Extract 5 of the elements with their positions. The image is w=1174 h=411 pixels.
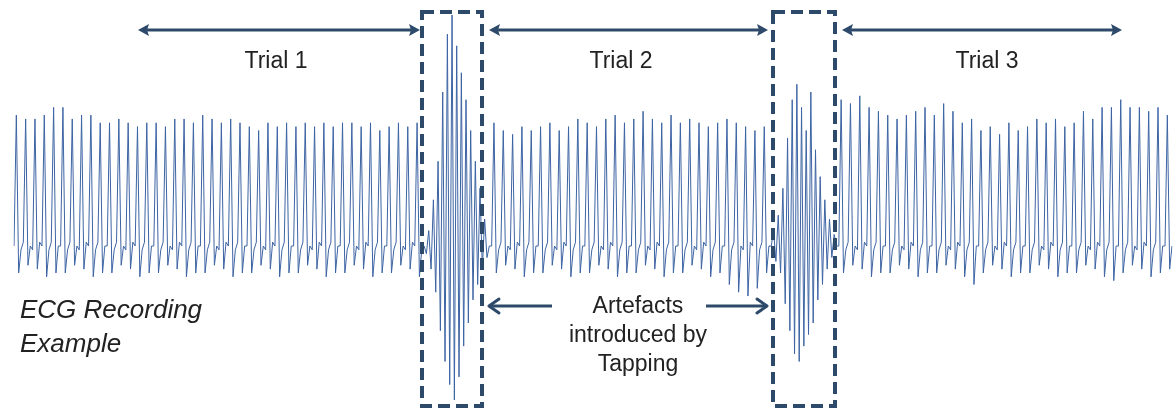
annotation: Artefacts introduced by Tapping [567, 291, 709, 378]
annotation: ECG Recording Example [20, 293, 204, 360]
annotation: Trial 3 [954, 46, 1020, 75]
annotation: Trial 2 [588, 46, 654, 75]
annotation: Trial 1 [243, 46, 309, 75]
